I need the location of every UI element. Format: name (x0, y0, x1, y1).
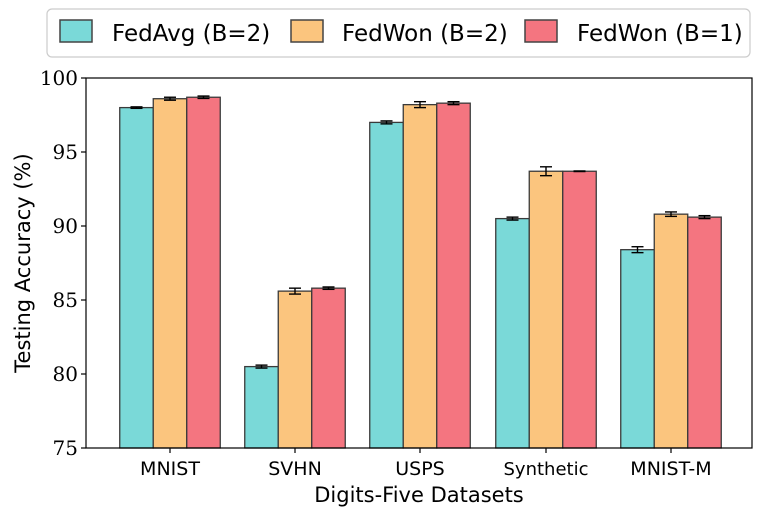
y-tick-label: 95 (53, 140, 78, 164)
errorbar-fedavg-b-2-mnist-m (631, 246, 644, 254)
errorbar-fedwon-b-1-synthetic (573, 170, 586, 173)
y-tick-label: 80 (53, 362, 78, 386)
errorbar-fedavg-b-2-usps (380, 120, 393, 125)
legend-label-fedwon-b1: FedWon (B=1) (577, 21, 743, 47)
x-tick-label: MNIST-M (630, 458, 711, 480)
bar-fedwon-b-1-svhn (311, 287, 346, 449)
legend-label-fedwon-b2: FedWon (B=2) (342, 21, 508, 47)
bar-fedwon-b-1-mnist-m (687, 216, 722, 449)
x-tick-marks (169, 448, 672, 453)
x-tick-label: Synthetic (504, 459, 589, 480)
y-tick-label: 85 (53, 288, 78, 312)
bar-fedavg-b-2-svhn (244, 365, 279, 449)
plot-frame (85, 77, 753, 449)
y-tick-label: 90 (53, 214, 78, 238)
y-tick-label: 75 (53, 436, 78, 460)
x-tick-label: MNIST (140, 458, 200, 480)
errorbar-fedwon-b-1-mnist (197, 95, 210, 100)
y-tick-marks (81, 77, 86, 449)
x-axis-title: Digits-Five Datasets (314, 483, 524, 507)
bar-fedavg-b-2-usps (369, 121, 404, 449)
bar-fedavg-b-2-mnist-m (620, 249, 655, 449)
bars (119, 96, 722, 449)
x-axis: MNIST SVHN USPS Synthetic MNIST-M (140, 448, 712, 480)
errorbar-fedavg-b-2-svhn (255, 364, 268, 369)
errorbar-fedwon-b-2-mnist (164, 96, 176, 101)
bar-fedwon-b-2-svhn (277, 290, 313, 449)
errorbar-fedavg-b-2-mnist (130, 106, 143, 110)
bar-fedwon-b-2-synthetic (528, 170, 564, 449)
y-axis-title: Testing Accuracy (%) (11, 153, 35, 373)
errorbar-fedavg-b-2-synthetic (506, 216, 519, 221)
legend-swatch-fedwon-b1 (524, 19, 558, 43)
bar-fedwon-b-2-usps (402, 103, 438, 449)
legend-frame (46, 8, 751, 58)
legend-swatch-fedavg-b2 (59, 19, 93, 43)
error-bars (130, 95, 711, 369)
bar-fedwon-b-1-synthetic (562, 170, 597, 449)
errorbar-fedwon-b-1-mnist-m (698, 214, 711, 220)
bar-fedavg-b-2-mnist (119, 106, 154, 449)
bar-fedwon-b-2-mnist-m (653, 213, 689, 449)
errorbar-fedwon-b-2-synthetic (540, 166, 552, 177)
bar-fedwon-b-1-usps (436, 102, 471, 449)
errorbar-fedwon-b-2-svhn (289, 287, 301, 295)
x-tick-label: SVHN (268, 458, 322, 480)
bar-fedavg-b-2-synthetic (495, 217, 530, 449)
legend: FedAvg (B=2) FedWon (B=2) FedWon (B=1) (46, 8, 751, 58)
bar-fedwon-b-1-mnist (186, 96, 221, 449)
errorbar-fedwon-b-1-svhn (322, 286, 335, 291)
errorbar-fedwon-b-1-usps (447, 100, 460, 106)
x-tick-label: USPS (395, 458, 445, 480)
errorbar-fedwon-b-2-mnist-m (665, 211, 677, 218)
bar-fedwon-b-2-mnist (152, 98, 188, 449)
legend-label-fedavg-b2: FedAvg (B=2) (112, 21, 270, 47)
legend-swatch-fedwon-b2 (290, 19, 324, 43)
y-tick-label: 100 (40, 66, 78, 90)
errorbar-fedwon-b-2-usps (414, 100, 426, 109)
y-axis: 75 80 85 90 95 100 (40, 66, 86, 460)
